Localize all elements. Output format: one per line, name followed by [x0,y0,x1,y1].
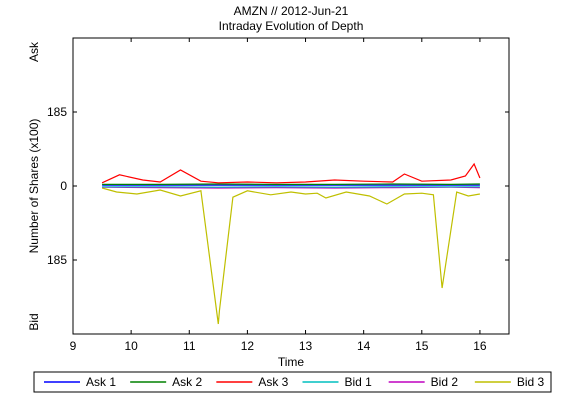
x-tick-label: 14 [357,339,371,353]
bid-side-label: Bid [27,313,41,330]
legend-entry-label: Ask 3 [258,375,288,389]
ask-side-label: Ask [27,41,41,62]
series-line-bid-3 [101,187,481,325]
legend-box [33,371,552,393]
legend-entry-label: Bid 3 [517,375,545,389]
y-axis-label: Number of Shares (x100) [27,119,41,254]
x-tick-label: 16 [473,339,487,353]
x-tick-label: 13 [299,339,313,353]
legend-entry-label: Ask 2 [172,375,202,389]
x-axis-label: Time [278,355,305,369]
x-tick-label: 9 [70,339,77,353]
y-axis: 185 0 185 [47,105,509,267]
x-tick-label: 15 [415,339,429,353]
y-tick-label: 185 [47,253,67,267]
chart-subtitle: Intraday Evolution of Depth [219,19,364,33]
x-tick-label: 10 [124,339,138,353]
x-tick-label: 12 [241,339,255,353]
series-layer [101,162,481,325]
plot-area [73,38,509,334]
series-line-ask-3 [101,162,481,184]
legend-entry-label: Bid 1 [345,375,373,389]
y-tick-label: 185 [47,105,67,119]
x-tick-label: 11 [183,339,196,353]
legend: Ask 1 Ask 2 Ask 3 Bid 1 Bid 2 Bid 3 [33,371,552,393]
y-tick-label: 0 [60,179,67,193]
legend-entry-label: Ask 1 [86,375,116,389]
legend-entry-label: Bid 2 [431,375,459,389]
chart-title: AMZN // 2012-Jun-21 [234,4,349,18]
x-axis: 9 10 11 12 13 14 15 16 [70,38,487,353]
